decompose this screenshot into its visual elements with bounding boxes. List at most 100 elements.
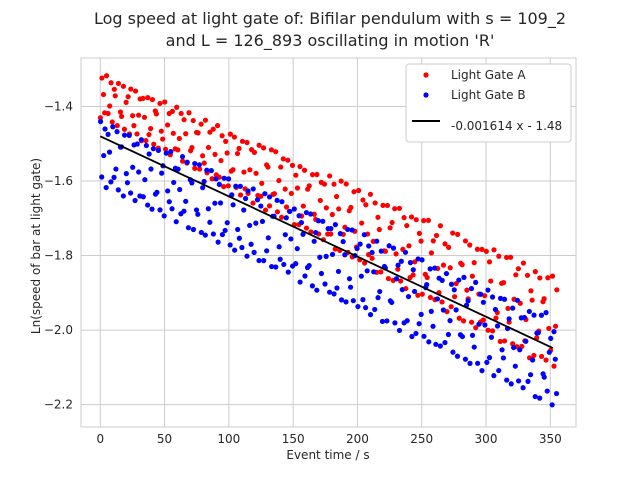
- data-point-light-gate-b: [428, 308, 434, 314]
- data-point-light-gate-b: [258, 203, 264, 209]
- data-point-light-gate-b: [327, 289, 333, 295]
- data-point-light-gate-b: [489, 294, 496, 300]
- data-point-light-gate-b: [288, 236, 294, 242]
- data-point-light-gate-a: [408, 214, 415, 220]
- data-point-light-gate-b: [469, 332, 476, 338]
- data-point-light-gate-b: [364, 268, 370, 274]
- data-point-light-gate-b: [384, 318, 390, 324]
- data-point-light-gate-b: [196, 162, 202, 168]
- data-point-light-gate-b: [210, 231, 216, 237]
- data-point-light-gate-a: [225, 183, 231, 189]
- data-point-light-gate-a: [301, 167, 308, 173]
- data-point-light-gate-b: [499, 347, 505, 353]
- data-point-light-gate-a: [360, 197, 366, 203]
- data-point-light-gate-b: [531, 312, 537, 318]
- y-tick-label: −1.4: [44, 99, 73, 113]
- legend-marker-light-gate-b: [423, 92, 429, 98]
- data-point-light-gate-a: [271, 191, 278, 197]
- data-point-light-gate-b: [300, 231, 306, 237]
- data-point-light-gate-b: [320, 218, 326, 224]
- data-point-light-gate-a: [493, 315, 499, 321]
- data-point-light-gate-b: [256, 257, 262, 264]
- data-point-light-gate-a: [201, 160, 207, 166]
- data-point-light-gate-b: [450, 349, 456, 355]
- data-point-light-gate-a: [404, 222, 410, 229]
- data-point-light-gate-b: [277, 256, 283, 262]
- data-point-light-gate-a: [285, 157, 291, 163]
- data-point-light-gate-b: [343, 299, 349, 305]
- data-point-light-gate-b: [134, 141, 140, 147]
- data-point-light-gate-b: [274, 197, 280, 203]
- data-point-light-gate-b: [230, 202, 236, 208]
- data-point-light-gate-a: [452, 294, 458, 300]
- data-point-light-gate-a: [427, 294, 433, 301]
- data-point-light-gate-b: [501, 296, 508, 302]
- data-point-light-gate-b: [527, 372, 534, 378]
- data-point-light-gate-a: [554, 287, 560, 293]
- data-point-light-gate-b: [504, 377, 510, 383]
- legend-box: [405, 63, 572, 143]
- data-point-light-gate-a: [467, 242, 473, 248]
- data-point-light-gate-a: [362, 260, 368, 266]
- data-point-light-gate-b: [262, 191, 268, 197]
- data-point-light-gate-a: [209, 176, 215, 182]
- data-point-light-gate-b: [227, 242, 233, 248]
- data-point-light-gate-b: [439, 277, 445, 283]
- data-point-light-gate-a: [549, 273, 556, 279]
- data-point-light-gate-a: [153, 111, 159, 117]
- data-point-light-gate-a: [178, 110, 184, 117]
- data-point-light-gate-b: [473, 279, 479, 286]
- data-point-light-gate-b: [132, 197, 138, 204]
- data-point-light-gate-b: [97, 118, 104, 125]
- data-point-light-gate-a: [401, 215, 407, 221]
- data-point-light-gate-b: [468, 285, 475, 292]
- data-point-light-gate-a: [256, 142, 262, 148]
- data-point-light-gate-a: [294, 185, 301, 191]
- data-point-light-gate-b: [332, 222, 338, 228]
- data-point-light-gate-a: [212, 151, 218, 157]
- data-point-light-gate-a: [323, 205, 329, 211]
- data-point-light-gate-b: [130, 164, 136, 170]
- data-point-light-gate-b: [492, 306, 498, 313]
- data-point-light-gate-a: [205, 144, 212, 151]
- data-point-light-gate-a: [186, 110, 192, 116]
- data-point-light-gate-b: [337, 231, 343, 237]
- x-tick-label: 150: [282, 432, 305, 446]
- data-point-light-gate-b: [155, 147, 162, 154]
- fit-line-layer: [99, 135, 554, 349]
- data-point-light-gate-b: [360, 297, 366, 303]
- data-point-light-gate-a: [367, 191, 374, 197]
- data-point-light-gate-a: [268, 147, 275, 153]
- x-tick-label: 50: [157, 432, 172, 446]
- data-point-light-gate-b: [497, 295, 504, 301]
- data-point-light-gate-b: [183, 198, 189, 204]
- data-point-light-gate-b: [189, 180, 195, 186]
- data-point-light-gate-b: [537, 395, 543, 401]
- data-point-light-gate-a: [392, 206, 398, 212]
- data-point-light-gate-b: [143, 142, 149, 149]
- data-point-light-gate-a: [455, 231, 461, 237]
- data-point-light-gate-a: [300, 203, 306, 209]
- data-point-light-gate-a: [418, 238, 424, 244]
- data-point-light-gate-a: [99, 75, 105, 81]
- data-point-light-gate-b: [184, 159, 190, 165]
- data-point-light-gate-b: [396, 327, 403, 334]
- data-point-light-gate-b: [500, 355, 507, 361]
- data-point-light-gate-b: [415, 256, 421, 262]
- data-point-light-gate-a: [387, 225, 393, 231]
- y-tick-label: −1.8: [44, 249, 73, 263]
- data-point-light-gate-a: [129, 113, 136, 119]
- data-point-light-gate-b: [418, 311, 424, 317]
- data-point-light-gate-b: [462, 356, 469, 362]
- data-point-light-gate-a: [111, 86, 117, 92]
- data-point-light-gate-a: [471, 260, 477, 266]
- data-point-light-gate-a: [375, 214, 381, 220]
- data-point-light-gate-b: [485, 287, 491, 293]
- data-point-light-gate-a: [162, 146, 169, 152]
- data-point-light-gate-b: [526, 308, 532, 315]
- data-point-light-gate-a: [317, 197, 323, 204]
- data-point-light-gate-a: [247, 167, 253, 173]
- data-point-light-gate-b: [306, 262, 312, 269]
- data-point-light-gate-b: [193, 207, 200, 213]
- data-point-light-gate-a: [128, 86, 134, 92]
